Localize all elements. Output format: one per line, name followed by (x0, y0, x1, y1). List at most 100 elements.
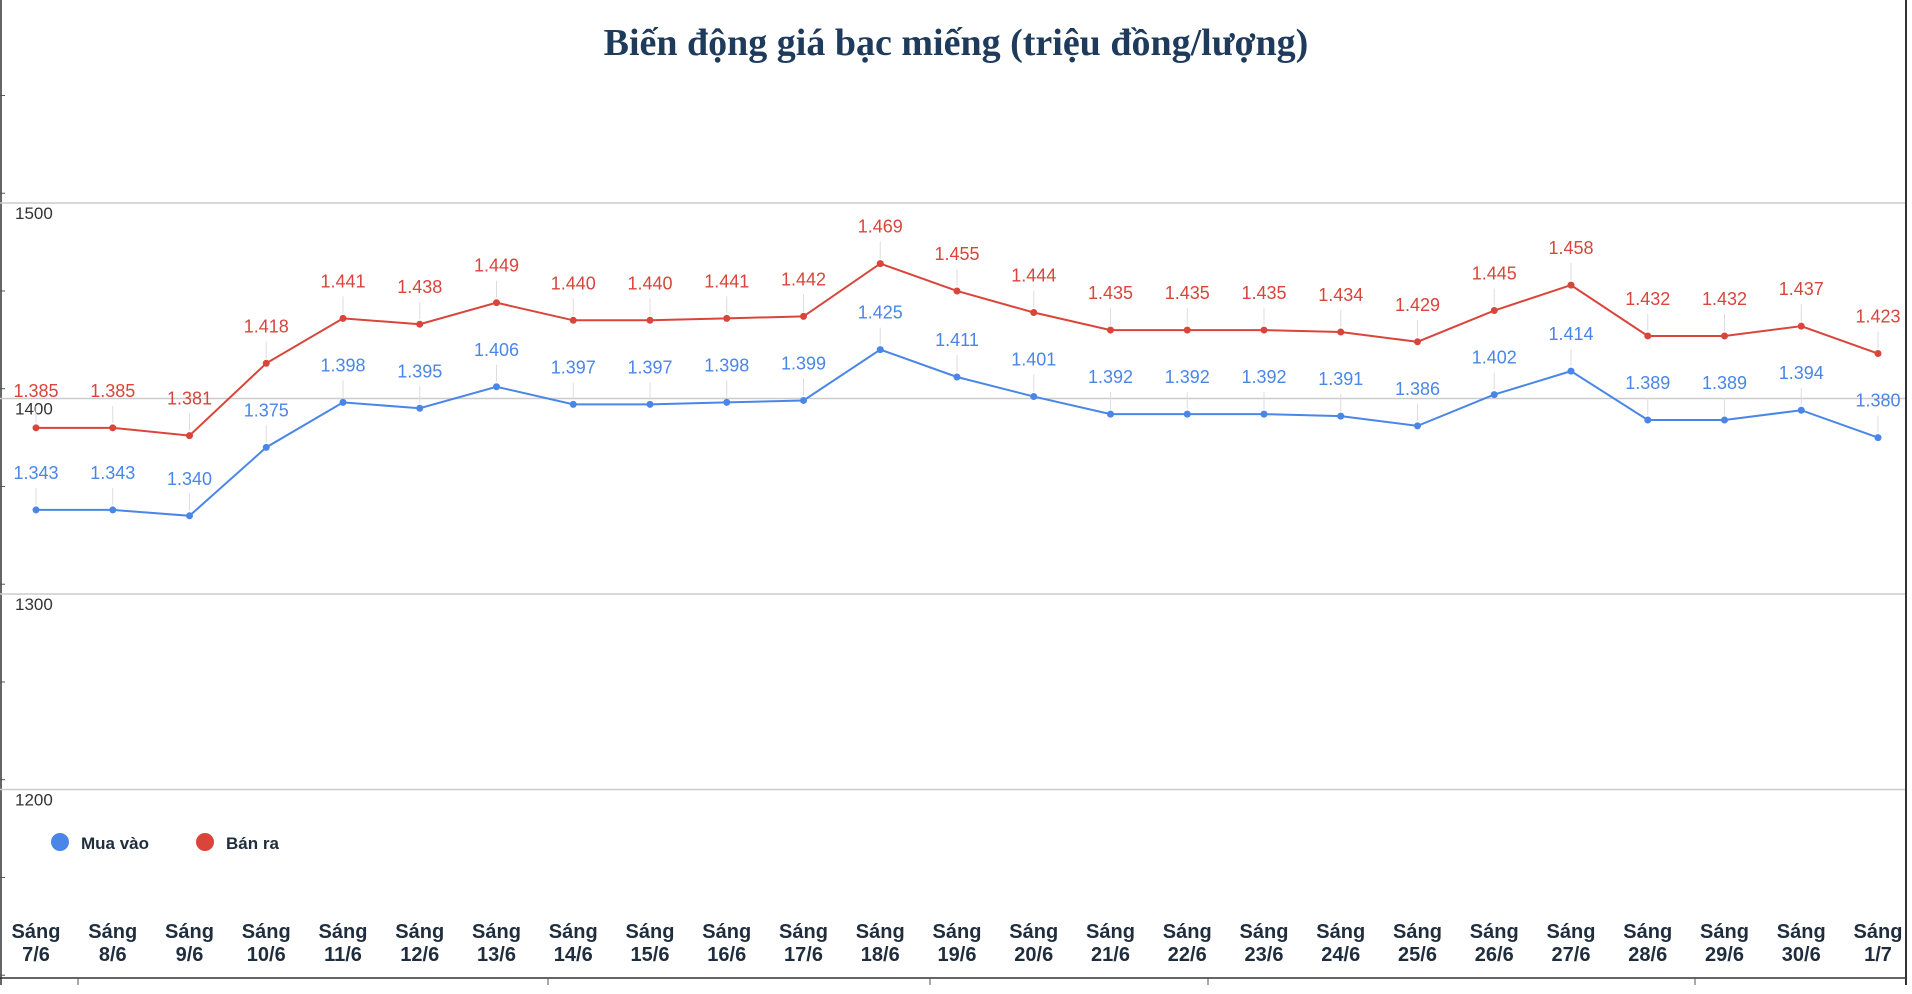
x-tick-label-line1: Sáng (1547, 921, 1596, 943)
data-label: 1.435 (1241, 283, 1286, 303)
x-tick-label-line2: 29/6 (1705, 944, 1744, 966)
data-point (1644, 416, 1652, 424)
y-tick-label: 1500 (15, 204, 53, 223)
x-tick-label-line2: 12/6 (400, 944, 439, 966)
data-label: 1.343 (13, 463, 58, 483)
data-label: 1.375 (244, 400, 289, 420)
data-point (1644, 332, 1652, 340)
data-label: 1.391 (1318, 369, 1363, 389)
x-tick-label-line2: 17/6 (784, 944, 823, 966)
y-tick-label: 1300 (15, 595, 53, 614)
data-point (32, 424, 40, 432)
data-label: 1.435 (1088, 283, 1133, 303)
legend-marker (51, 833, 69, 851)
data-point (569, 316, 577, 324)
x-tick-label-line1: Sáng (1623, 921, 1672, 943)
data-point (723, 398, 731, 406)
x-tick-label-line2: 14/6 (554, 944, 593, 966)
x-tick-label-line1: Sáng (1854, 921, 1903, 943)
data-label: 1.394 (1779, 363, 1824, 383)
data-point (1567, 367, 1575, 375)
data-point (723, 314, 731, 322)
data-label: 1.441 (320, 271, 365, 291)
data-label: 1.386 (1395, 379, 1440, 399)
x-tick-label-line2: 10/6 (247, 944, 286, 966)
x-tick-label-line1: Sáng (1393, 921, 1442, 943)
data-point (1490, 307, 1498, 315)
x-tick-label-line2: 23/6 (1245, 944, 1284, 966)
data-point (186, 512, 193, 520)
data-label: 1.343 (90, 463, 135, 483)
data-point (1797, 406, 1805, 414)
data-point (1030, 308, 1038, 316)
x-tick-label-line1: Sáng (549, 921, 598, 943)
data-labels: 1.343 1.343 1.340 1.375 1.398 1.395 1.406 1.397… (13, 217, 1901, 511)
data-label: 1.398 (320, 355, 365, 375)
data-label: 1.437 (1779, 279, 1824, 299)
x-tick-label-line1: Sáng (1009, 921, 1058, 943)
x-tick-label-line2: 21/6 (1091, 944, 1130, 966)
data-point (1260, 326, 1268, 334)
data-point (1414, 338, 1421, 346)
data-label: 1.401 (1011, 350, 1056, 370)
data-point (339, 314, 347, 322)
data-point (493, 299, 500, 307)
x-tick-label-line2: 22/6 (1168, 944, 1207, 966)
data-point (262, 443, 270, 451)
data-label: 1.395 (397, 361, 442, 381)
x-tick-label-line1: Sáng (1777, 921, 1826, 943)
x-tick-label-line2: 1/7 (1864, 944, 1892, 966)
data-label: 1.423 (1855, 307, 1900, 327)
data-point (1874, 350, 1882, 358)
x-tick-label-line1: Sáng (242, 921, 291, 943)
data-point (953, 373, 961, 381)
data-point (1874, 434, 1882, 442)
data-label: 1.392 (1241, 367, 1286, 387)
x-tick-label-line2: 26/6 (1475, 944, 1514, 966)
y-tick-label: 1400 (15, 400, 53, 419)
data-label: 1.445 (1472, 264, 1517, 284)
x-tick-label-line2: 11/6 (324, 944, 362, 966)
x-tick-label-line2: 8/6 (99, 944, 127, 966)
x-tick-label-line1: Sáng (88, 921, 137, 943)
data-point (1030, 393, 1038, 401)
legend-item: Bán ra (196, 833, 279, 853)
x-tick-label-line1: Sáng (1240, 921, 1289, 943)
data-point (646, 316, 654, 324)
data-point (1567, 281, 1575, 289)
data-label: 1.402 (1472, 348, 1517, 368)
x-tick-label-line2: 28/6 (1628, 944, 1667, 966)
data-label: 1.398 (704, 355, 749, 375)
x-tick-label-line2: 7/6 (22, 944, 50, 966)
legend-label: Mua vào (81, 834, 149, 853)
data-label: 1.455 (934, 244, 979, 264)
data-label: 1.397 (551, 357, 596, 377)
series-lines (32, 260, 1882, 520)
x-tick-label-line2: 15/6 (631, 944, 670, 966)
legend-marker (196, 833, 214, 851)
data-point (1337, 328, 1345, 336)
data-point (416, 404, 424, 412)
data-label: 1.449 (474, 256, 519, 276)
data-label: 1.440 (627, 273, 672, 293)
data-point (32, 506, 40, 514)
data-label: 1.441 (704, 271, 749, 291)
legend-item: Mua vào (51, 833, 149, 853)
x-tick-label-line1: Sáng (856, 921, 905, 943)
data-point (109, 506, 117, 514)
